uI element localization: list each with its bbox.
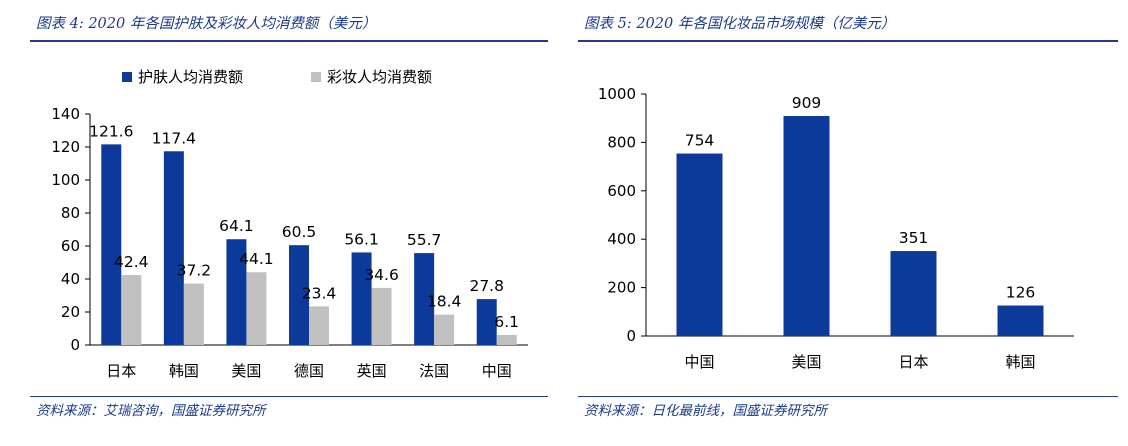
y-tick-label: 40 — [61, 270, 80, 288]
data-label: 126 — [1006, 284, 1036, 302]
y-tick-label: 600 — [607, 182, 636, 200]
data-label: 44.1 — [239, 250, 274, 268]
source-rule-left — [30, 396, 548, 397]
y-tick-label: 1000 — [598, 85, 636, 103]
y-tick-label: 400 — [607, 230, 636, 248]
source-note-left: 资料来源：艾瑞咨询，国盛证券研究所 — [36, 403, 266, 419]
data-label: 754 — [685, 132, 715, 150]
bar — [121, 275, 142, 345]
data-label: 909 — [792, 94, 822, 112]
data-label: 55.7 — [407, 231, 442, 249]
legend-label: 护肤人均消费额 — [138, 68, 243, 86]
data-label: 18.4 — [427, 293, 462, 311]
legend-swatch — [122, 72, 132, 82]
y-tick-label: 60 — [61, 237, 80, 255]
data-label: 27.8 — [469, 277, 504, 295]
legend-swatch — [311, 72, 321, 82]
x-tick-label: 中国 — [684, 353, 714, 371]
bar — [890, 251, 937, 336]
y-tick-label: 100 — [51, 171, 80, 189]
y-tick-label: 0 — [626, 327, 636, 345]
x-tick-label: 美国 — [791, 353, 821, 371]
source-rule-right — [578, 396, 1118, 397]
x-tick-label: 中国 — [482, 362, 512, 380]
chart-panel-left: 图表 4: 2020 年各国护肤及彩妆人均消费额（美元） 0 20 40 60 80 10… — [0, 0, 548, 446]
title-rule-right — [578, 40, 1118, 42]
bar — [476, 299, 497, 345]
chart-right-svg: 0 200 400 600 800 1000 中国 754 美国 909 日本 351 韩国 126 — [598, 85, 1074, 371]
y-tick-label: 80 — [61, 204, 80, 222]
bar — [783, 116, 830, 336]
y-tick-label: 120 — [51, 138, 80, 156]
chart-panel-right: 图表 5: 2020 年各国化妆品市场规模（亿美元） 0 200 400 600 800… — [578, 0, 1128, 446]
x-tick-label: 韩国 — [169, 362, 199, 380]
bar — [434, 314, 455, 345]
y-tick-label: 140 — [51, 105, 80, 123]
bar — [371, 287, 392, 345]
data-label: 37.2 — [177, 262, 212, 280]
bar — [351, 252, 372, 345]
bar — [183, 283, 204, 345]
chart-title-left: 图表 4: 2020 年各国护肤及彩妆人均消费额（美元） — [36, 16, 377, 32]
bar — [496, 334, 517, 345]
bar — [289, 245, 309, 345]
bar — [163, 151, 184, 345]
chart-left-svg: 0 20 40 60 80 100 120 140 日本 121.6 42.4 韩国 117.4 37.2… — [51, 68, 528, 380]
x-tick-label: 韩国 — [1005, 353, 1035, 371]
source-note-right: 资料来源：日化最前线，国盛证券研究所 — [584, 403, 827, 419]
bar — [309, 306, 329, 345]
legend-label: 彩妆人均消费额 — [327, 68, 432, 86]
chart-title-right: 图表 5: 2020 年各国化妆品市场规模（亿美元） — [584, 16, 896, 32]
bar — [101, 144, 122, 345]
y-tick-label: 20 — [61, 303, 80, 321]
bar — [997, 305, 1044, 336]
data-label: 34.6 — [364, 266, 399, 284]
data-label: 42.4 — [114, 253, 149, 271]
x-tick-label: 法国 — [419, 362, 449, 380]
data-label: 60.5 — [282, 223, 317, 241]
x-tick-label: 日本 — [106, 362, 136, 380]
title-rule-left — [30, 40, 548, 42]
bar — [246, 272, 267, 345]
bar — [414, 253, 435, 345]
data-label: 56.1 — [344, 230, 379, 248]
data-label: 64.1 — [219, 217, 254, 235]
y-tick-label: 200 — [607, 279, 636, 297]
bar — [676, 153, 723, 336]
x-tick-label: 德国 — [294, 362, 324, 380]
x-tick-label: 美国 — [231, 362, 261, 380]
data-label: 23.4 — [302, 284, 337, 302]
x-tick-label: 英国 — [357, 362, 387, 380]
data-label: 121.6 — [89, 122, 133, 140]
data-label: 117.4 — [152, 129, 196, 147]
bar — [226, 239, 247, 345]
data-label: 351 — [899, 229, 929, 247]
y-tick-label: 0 — [70, 336, 80, 354]
x-tick-label: 日本 — [898, 353, 928, 371]
data-label: 6.1 — [494, 313, 519, 331]
y-tick-label: 800 — [607, 133, 636, 151]
